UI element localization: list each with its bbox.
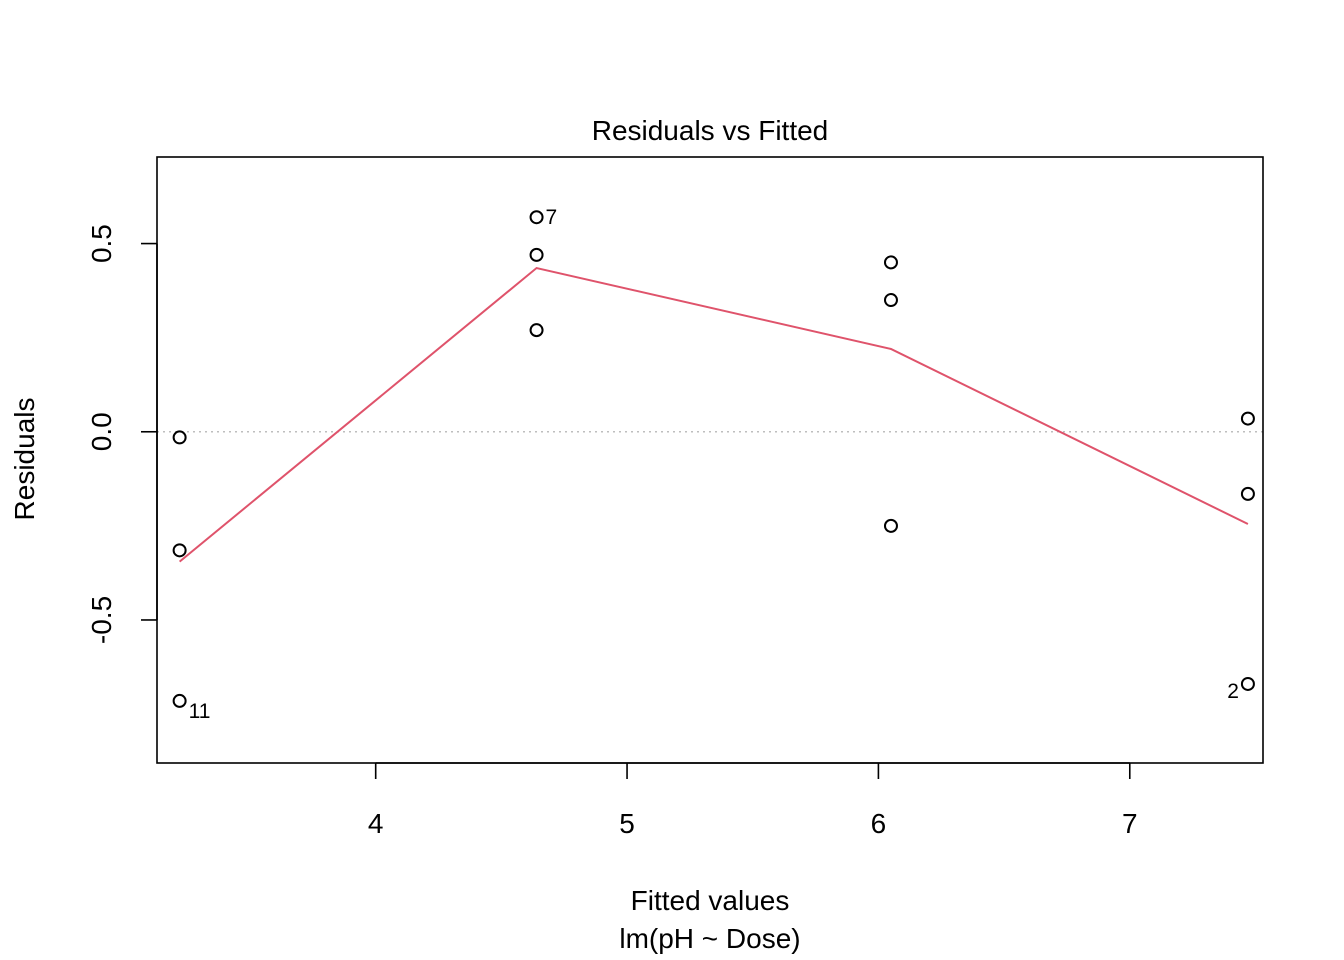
data-point [172,693,187,708]
data-point [1240,411,1255,426]
point-label: 2 [1227,680,1239,703]
x-tick-label: 5 [619,808,635,839]
data-point [172,430,187,445]
data-point [529,210,544,225]
plot-frame [156,156,1264,764]
data-point [172,543,187,558]
data-point [883,518,898,533]
data-point [529,247,544,262]
data-point [883,255,898,270]
data-point [883,293,898,308]
point-label: 7 [546,206,558,229]
x-axis: 4 5 6 7 [368,762,1138,839]
smoother-line [178,266,1249,563]
x-axis-subtitle: lm(pH ~ Dose) [619,923,800,954]
data-point [529,323,544,338]
data-point [1240,676,1255,691]
data-points: 11 7 2 [172,206,1255,723]
y-tick-label: 0.0 [86,412,117,451]
x-tick-label: 4 [368,808,384,839]
y-tick-label: -0.5 [86,596,117,644]
x-tick-label: 6 [871,808,887,839]
x-tick-label: 7 [1122,808,1138,839]
data-point [1240,486,1255,501]
y-axis: -0.5 0.0 0.5 [86,224,158,644]
x-axis-title: Fitted values [631,885,790,916]
chart-title: Residuals vs Fitted [592,115,829,146]
y-axis-title: Residuals [9,398,40,521]
y-tick-label: 0.5 [86,224,117,263]
point-label: 11 [189,700,211,723]
